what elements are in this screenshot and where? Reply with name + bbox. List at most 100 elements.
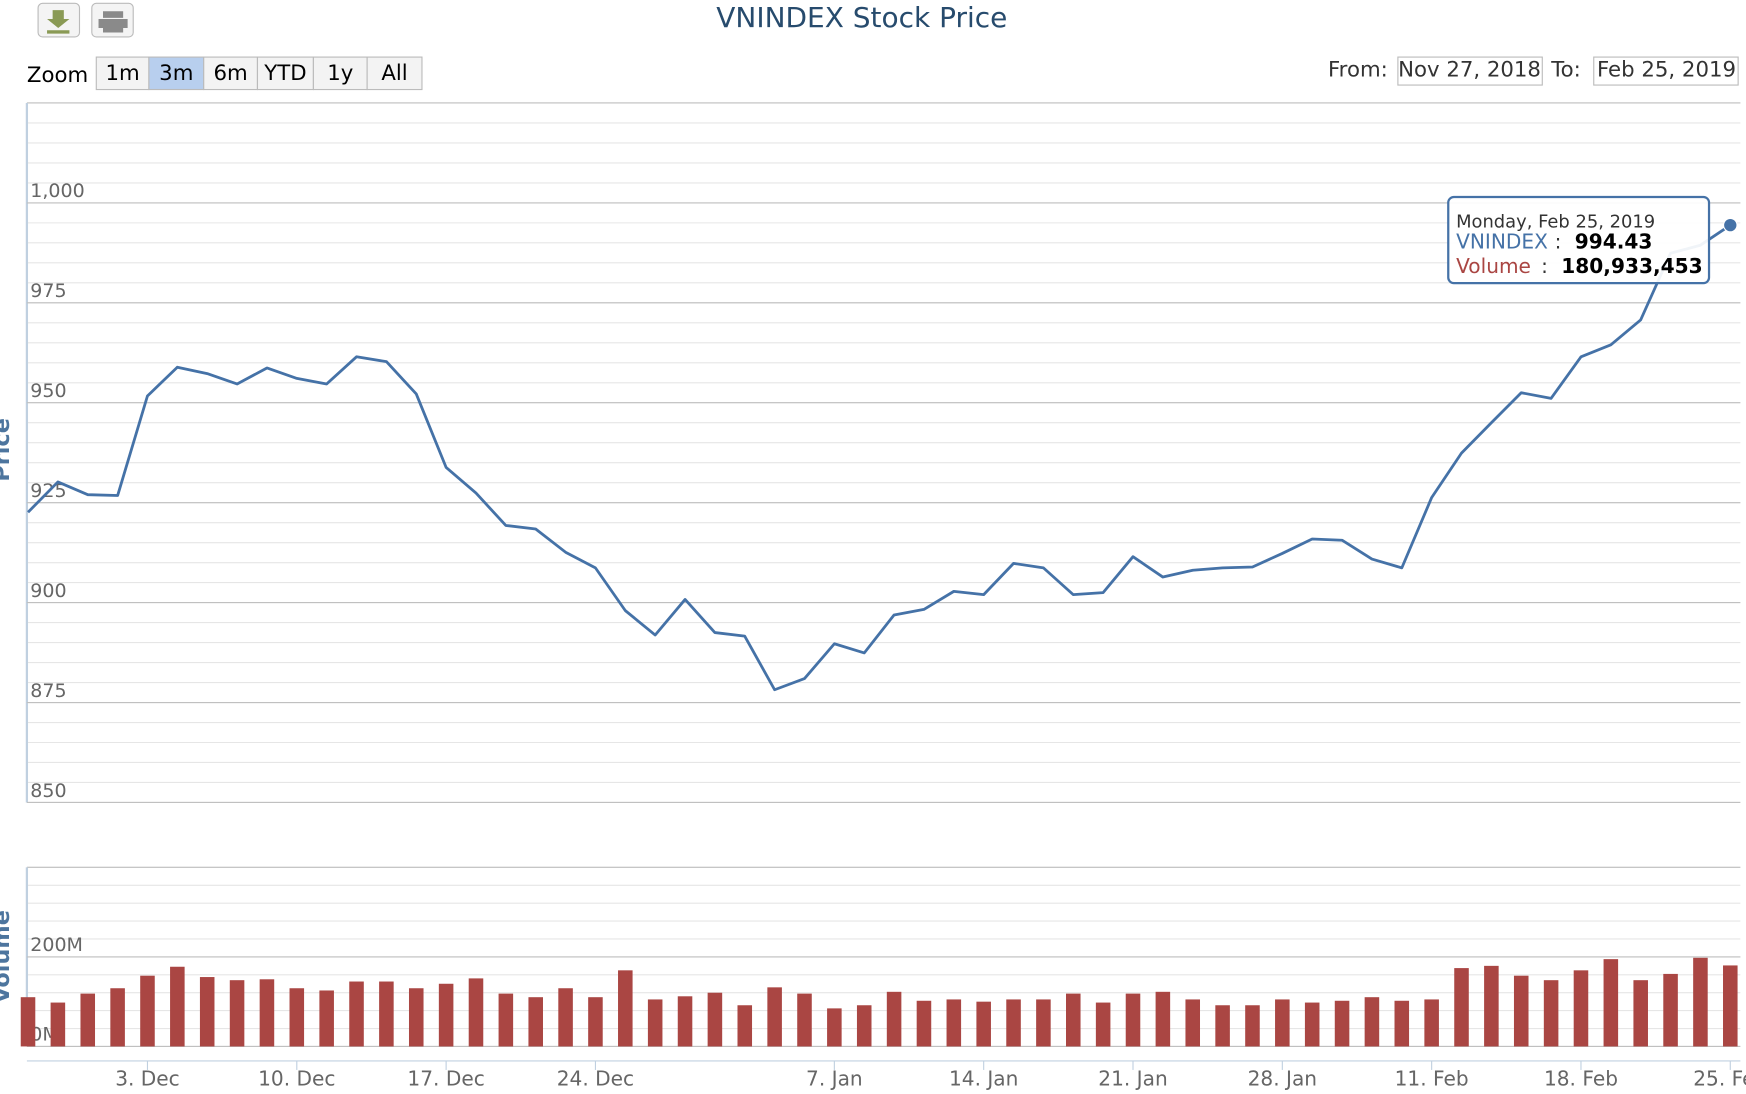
tooltip-date: Monday, Feb 25, 2019 xyxy=(1456,212,1655,233)
volume-bar xyxy=(1125,993,1141,1047)
zoom-button[interactable] xyxy=(203,56,259,91)
volume-bar xyxy=(379,981,394,1047)
zoom-button-label: 6m xyxy=(213,61,247,86)
volume-bar xyxy=(677,996,693,1047)
zoom-button[interactable] xyxy=(366,56,423,91)
download-icon xyxy=(47,10,70,34)
volume-bar xyxy=(946,999,962,1047)
zoom-button-label: All xyxy=(381,61,407,86)
volume-bar xyxy=(259,979,275,1047)
volume-bar xyxy=(618,970,633,1047)
x-tick-label: 25. Feb xyxy=(1693,1067,1746,1091)
volume-bar xyxy=(1215,1005,1230,1047)
volume-bar xyxy=(1275,999,1290,1047)
y-tick-label: 850 xyxy=(30,780,66,802)
volume-bar xyxy=(1543,980,1559,1047)
zoom-button-label: 3m xyxy=(159,61,193,86)
y2-axis-title: Volume xyxy=(0,910,15,1004)
volume-bar xyxy=(1304,1002,1320,1047)
export-buttons xyxy=(37,2,134,38)
tooltip-separator: : xyxy=(1555,229,1562,253)
volume-bar xyxy=(1334,1000,1350,1047)
volume-bar xyxy=(1185,999,1201,1047)
volume-bar xyxy=(856,1005,872,1047)
volume-bar xyxy=(588,997,603,1047)
volume-bar xyxy=(1484,965,1499,1047)
to-label: To: xyxy=(1550,58,1581,83)
zoom-button-label: 1y xyxy=(327,61,353,86)
volume-bar xyxy=(916,1000,932,1047)
volume-bar xyxy=(1036,999,1051,1047)
x-tick-label: 10. Dec xyxy=(258,1067,335,1091)
tooltip-value: 994.43 xyxy=(1575,229,1653,253)
zoom-label: Zoom xyxy=(27,63,88,88)
volume-bar xyxy=(1095,1002,1111,1047)
volume-bar xyxy=(1723,965,1738,1047)
zoom-button[interactable] xyxy=(312,56,368,91)
tooltip-series-name: VNINDEX xyxy=(1456,229,1548,253)
volume-bar xyxy=(1693,957,1708,1047)
volume-bar xyxy=(199,977,215,1047)
volume-bar xyxy=(349,981,364,1047)
tooltip-box xyxy=(1447,195,1711,285)
chart-title: VNINDEX Stock Price xyxy=(716,1,1007,34)
volume-bar xyxy=(767,987,782,1047)
volume-bar xyxy=(886,991,902,1047)
x-tick-label: 11. Feb xyxy=(1395,1067,1469,1091)
x-tick-label: 24. Dec xyxy=(557,1067,634,1091)
volume-bar xyxy=(289,988,305,1047)
zoom-buttons: 1m 3m 6m YTD 1y All xyxy=(95,56,423,91)
volume-bar xyxy=(1006,999,1021,1047)
y2-tick-label: 200M xyxy=(30,934,83,956)
x-tick-label: 18. Feb xyxy=(1544,1067,1618,1091)
volume-bar xyxy=(1633,980,1648,1047)
y-tick-label: 975 xyxy=(30,280,66,302)
y-tick-label: 875 xyxy=(30,680,66,702)
volume-bar xyxy=(528,997,543,1047)
volume-bar xyxy=(1513,975,1529,1047)
zoom-button-label: 1m xyxy=(105,61,139,86)
y-axis-title: Price xyxy=(0,418,15,482)
from-value: Nov 27, 2018 xyxy=(1398,58,1541,83)
zoom-button[interactable] xyxy=(95,56,150,91)
volume-bar xyxy=(737,1005,753,1047)
volume-bar xyxy=(498,993,514,1047)
tooltip-value: 180,933,453 xyxy=(1561,254,1702,278)
volume-bar xyxy=(797,993,812,1047)
tooltip-series-name: Volume xyxy=(1456,254,1531,278)
zoom-button-label: YTD xyxy=(263,61,306,86)
volume-bar xyxy=(80,993,96,1047)
zoom-button[interactable] xyxy=(256,56,314,91)
y-tick-label: 950 xyxy=(30,380,66,402)
x-tick-label: 17. Dec xyxy=(407,1067,484,1091)
volume-bar xyxy=(438,983,454,1047)
volume-bar xyxy=(1424,999,1439,1047)
volume-bar xyxy=(1603,959,1619,1047)
volume-bar xyxy=(1394,1000,1410,1047)
volume-bar xyxy=(647,999,663,1047)
volume-bar xyxy=(50,1002,66,1047)
y-tick-label: 1,000 xyxy=(30,180,84,202)
volume-bar xyxy=(20,997,36,1047)
from-label: From: xyxy=(1328,58,1388,83)
y-tick-label: 900 xyxy=(30,580,66,602)
from-input[interactable] xyxy=(1397,56,1543,86)
x-tick-label: 3. Dec xyxy=(115,1067,180,1091)
volume-bar xyxy=(1663,973,1678,1047)
hover-marker xyxy=(1723,217,1738,233)
volume-bar xyxy=(170,966,185,1047)
to-input[interactable] xyxy=(1593,56,1739,86)
x-tick-label: 21. Jan xyxy=(1098,1067,1167,1091)
x-tick-label: 14. Jan xyxy=(949,1067,1018,1091)
volume-bar xyxy=(468,978,484,1047)
x-tick-label: 7. Jan xyxy=(806,1067,863,1091)
volume-bar xyxy=(1573,970,1589,1047)
volume-bar xyxy=(1454,968,1469,1047)
volume-bar xyxy=(1066,993,1081,1047)
volume-bar xyxy=(707,992,723,1047)
volume-bar xyxy=(827,1008,842,1047)
volume-bar xyxy=(140,975,155,1047)
